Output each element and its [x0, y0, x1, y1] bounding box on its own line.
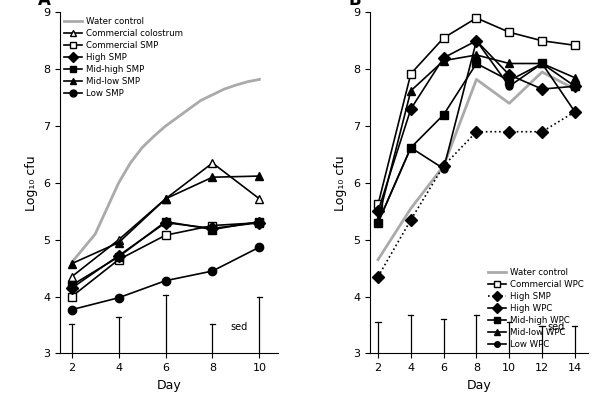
Legend: Water control, Commercial WPC, High SMP, High WPC, Mid-high WPC, Mid-low WPC, Lo: Water control, Commercial WPC, High SMP,…	[488, 268, 584, 349]
X-axis label: Day: Day	[157, 379, 181, 392]
Text: B: B	[348, 0, 361, 9]
X-axis label: Day: Day	[467, 379, 491, 392]
Text: sed: sed	[230, 322, 248, 332]
Text: sed: sed	[548, 322, 565, 332]
Y-axis label: Log₁₀ cfu: Log₁₀ cfu	[25, 155, 38, 211]
Text: A: A	[38, 0, 51, 9]
Legend: Water control, Commercial colostrum, Commercial SMP, High SMP, Mid-high SMP, Mid: Water control, Commercial colostrum, Com…	[64, 16, 183, 98]
Y-axis label: Log₁₀ cfu: Log₁₀ cfu	[334, 155, 347, 211]
